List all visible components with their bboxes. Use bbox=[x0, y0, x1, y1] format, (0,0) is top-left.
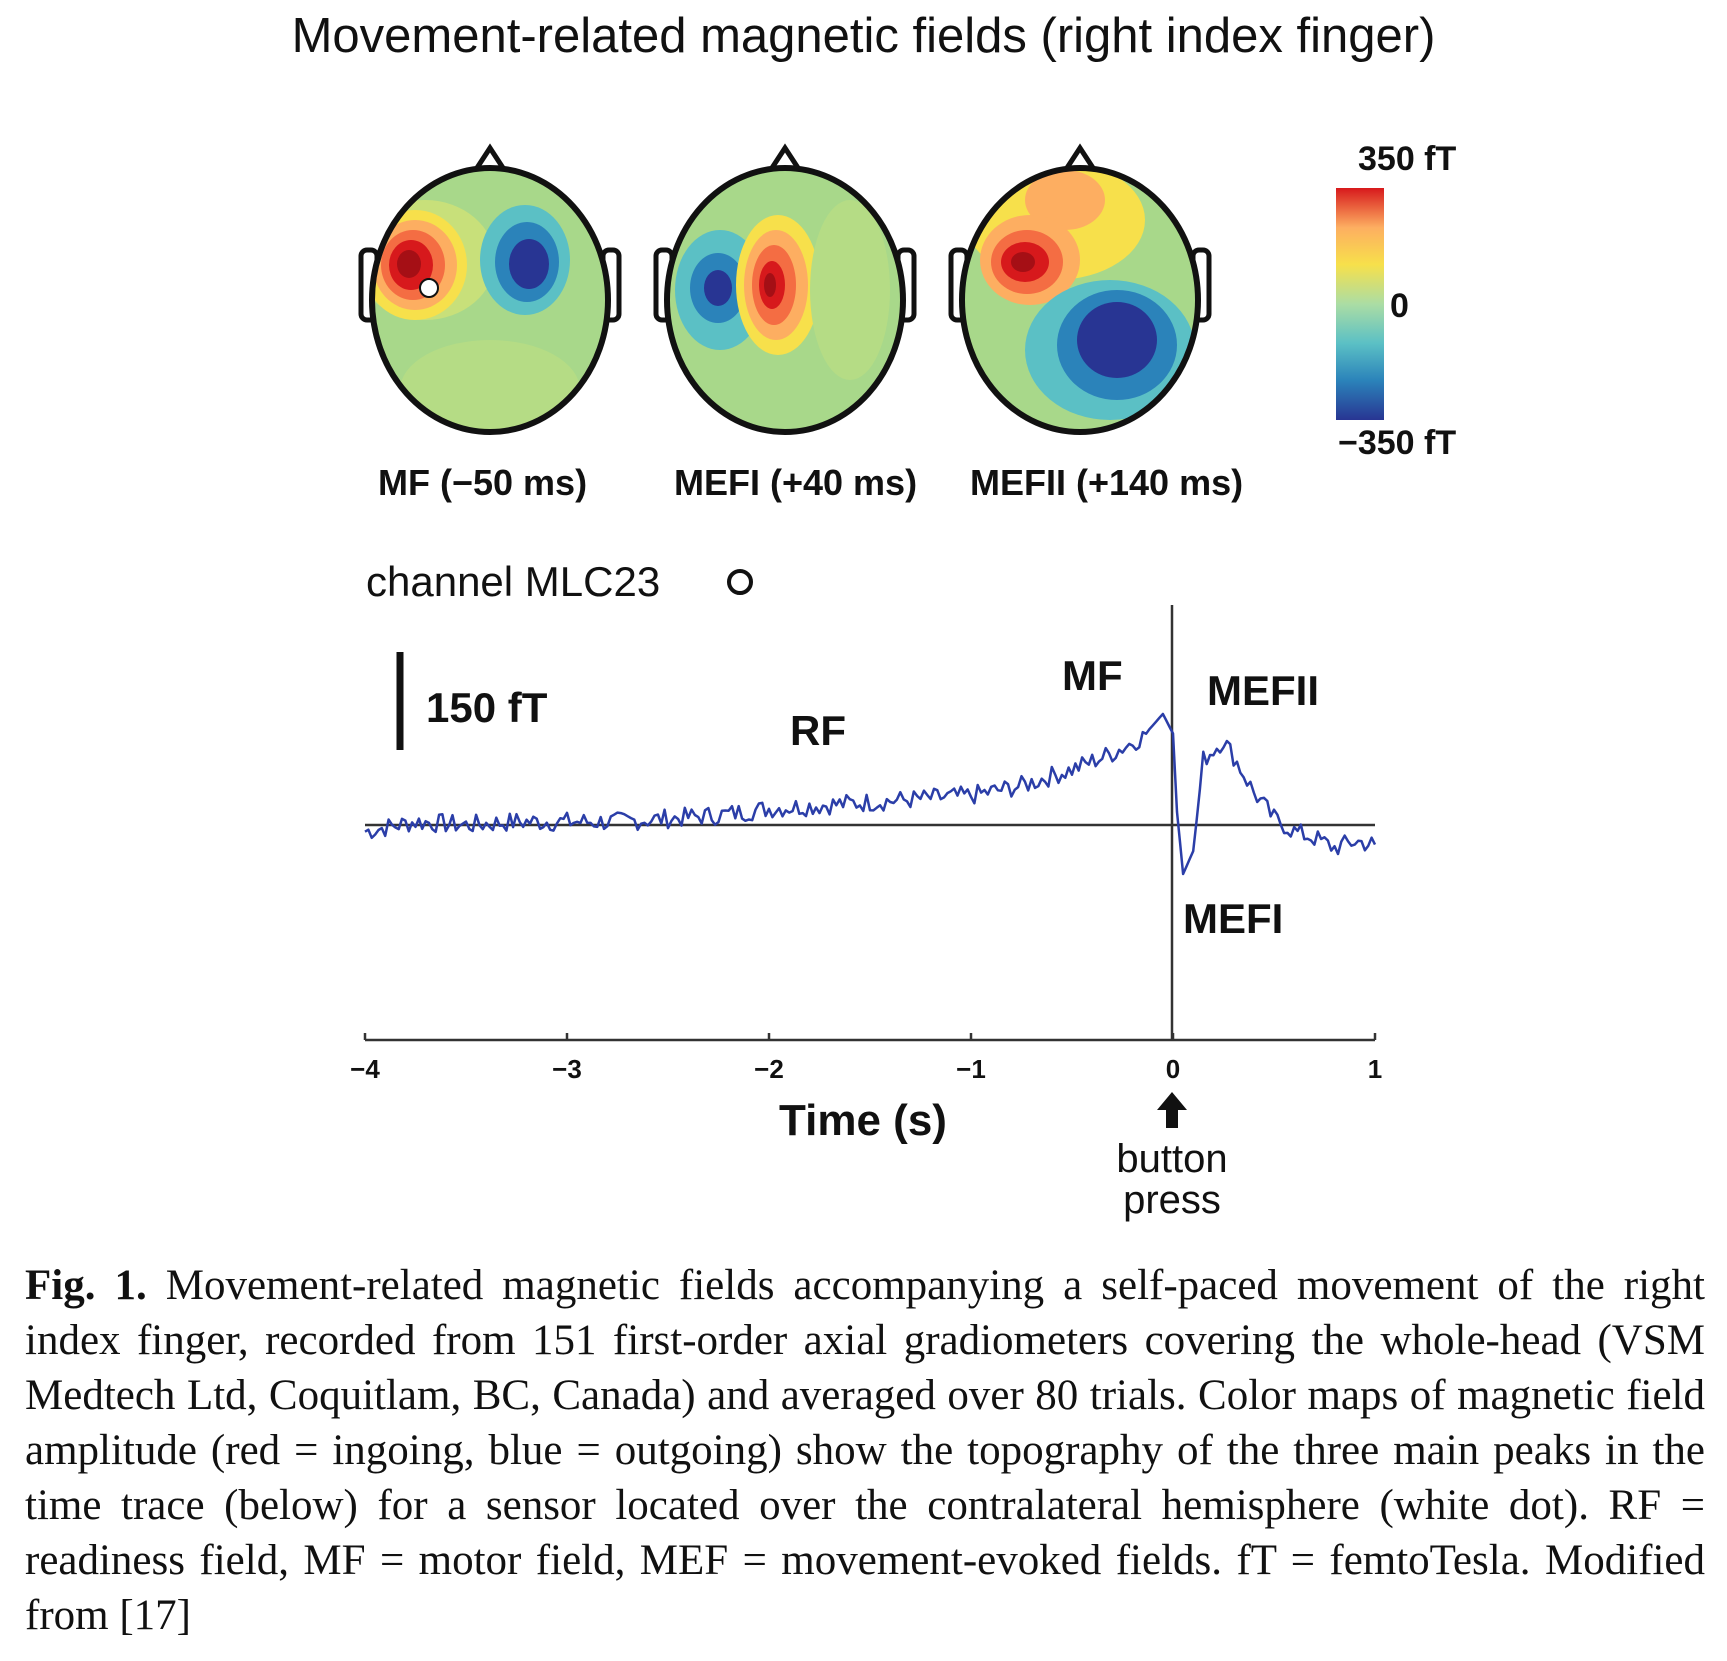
topomap-label-mefi: MEFI (+40 ms) bbox=[674, 462, 918, 503]
colorbar bbox=[1336, 188, 1384, 420]
figure-caption: Fig. 1. Movement-related magnetic fields… bbox=[25, 1258, 1705, 1643]
x-axis-label: Time (s) bbox=[779, 1096, 947, 1145]
x-tick-label: 1 bbox=[1368, 1054, 1382, 1084]
colorbar-min-label: −350 fT bbox=[1338, 424, 1457, 462]
trace-line bbox=[364, 712, 1377, 876]
topomap-label-mf: MF (−50 ms) bbox=[378, 462, 588, 503]
topomap-mf bbox=[358, 143, 622, 435]
x-tick-label: −1 bbox=[956, 1054, 986, 1084]
annotation-mf: MF bbox=[1062, 652, 1123, 699]
channel-label: channel MLC23 bbox=[366, 558, 661, 605]
button-press-label-line1: button bbox=[1116, 1137, 1227, 1181]
scale-bar-label: 150 fT bbox=[426, 684, 548, 731]
channel-marker-icon bbox=[727, 569, 753, 595]
button-press-label-line2: press bbox=[1123, 1178, 1221, 1222]
colorbar-max-label: 350 fT bbox=[1358, 140, 1457, 178]
x-tick-label: −3 bbox=[552, 1054, 582, 1084]
x-tick-label: −4 bbox=[350, 1054, 380, 1084]
x-tick-label: 0 bbox=[1166, 1054, 1180, 1084]
time-trace-chart: 150 fT −4 −3 −2 −1 0 1 Time (s) RF MF MEFI ME… bbox=[350, 605, 1382, 1222]
annotation-rf: RF bbox=[790, 707, 846, 754]
sensor-white-dot bbox=[419, 278, 439, 298]
caption-label: Fig. 1. bbox=[25, 1262, 147, 1309]
topomap-mefii bbox=[948, 143, 1212, 435]
caption-text: Movement-related magnetic fields accompa… bbox=[25, 1262, 1705, 1639]
topomap-mefi bbox=[653, 143, 917, 435]
x-tick-label: −2 bbox=[754, 1054, 784, 1084]
up-arrow-icon bbox=[1157, 1092, 1187, 1128]
topomap-label-mefii: MEFII (+140 ms) bbox=[970, 462, 1244, 503]
annotation-mefi: MEFI bbox=[1183, 895, 1283, 942]
colorbar-mid-label: 0 bbox=[1390, 287, 1409, 325]
figure-title: Movement-related magnetic fields (right … bbox=[291, 9, 1436, 63]
annotation-mefii: MEFII bbox=[1207, 667, 1319, 714]
